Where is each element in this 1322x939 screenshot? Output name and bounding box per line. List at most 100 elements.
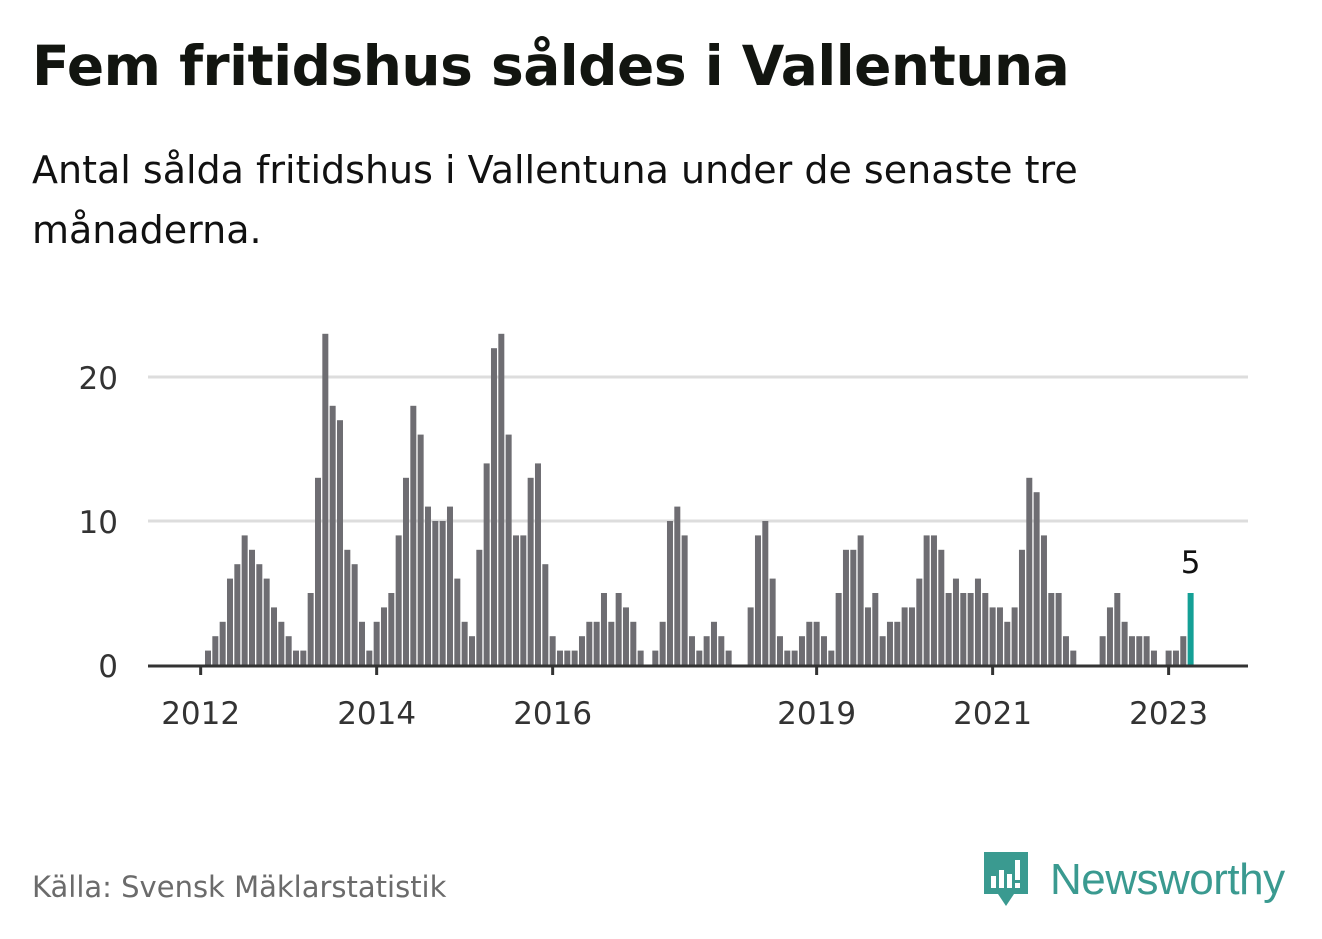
bar xyxy=(1099,636,1106,665)
bar xyxy=(542,564,549,665)
bar xyxy=(718,636,725,665)
bar xyxy=(366,650,373,665)
bar xyxy=(754,535,761,665)
bar xyxy=(586,621,593,665)
bar xyxy=(351,564,358,665)
bar xyxy=(908,607,915,665)
bar xyxy=(791,650,798,665)
bar xyxy=(395,535,402,665)
bar xyxy=(894,621,901,665)
bar xyxy=(652,650,659,665)
chart-title: Fem fritidshus såldes i Vallentuna xyxy=(32,34,1070,98)
bar xyxy=(329,405,336,665)
bar xyxy=(373,621,380,665)
bar xyxy=(608,621,615,665)
bar xyxy=(256,564,263,665)
bar xyxy=(212,636,219,665)
x-tick-label: 2023 xyxy=(1129,696,1208,732)
bar xyxy=(241,535,248,665)
bar xyxy=(637,650,644,665)
bar xyxy=(278,621,285,665)
bar xyxy=(505,434,512,665)
bar xyxy=(703,636,710,665)
y-tick-label: 10 xyxy=(79,505,118,541)
bar xyxy=(571,650,578,665)
bar xyxy=(622,607,629,665)
bar xyxy=(688,636,695,665)
bar xyxy=(468,636,475,665)
bar xyxy=(307,593,314,665)
bar xyxy=(776,636,783,665)
bar xyxy=(1004,621,1011,665)
newsworthy-logo: Newsworthy xyxy=(980,850,1285,910)
bar xyxy=(578,636,585,665)
x-tick-label: 2021 xyxy=(953,696,1032,732)
bar xyxy=(432,521,439,665)
bar xyxy=(952,578,959,665)
bar xyxy=(1106,607,1113,665)
bar xyxy=(219,621,226,665)
bar xyxy=(901,607,908,665)
data-label: 5 xyxy=(1181,545,1201,581)
bar xyxy=(820,636,827,665)
bar xyxy=(1026,477,1033,665)
bar xyxy=(1070,650,1077,665)
bar xyxy=(835,593,842,665)
bar xyxy=(828,650,835,665)
highlighted-bar xyxy=(1187,593,1194,665)
bar xyxy=(454,578,461,665)
bar xyxy=(615,593,622,665)
bar xyxy=(234,564,241,665)
bar xyxy=(358,621,365,665)
bar xyxy=(600,593,607,665)
bar xyxy=(520,535,527,665)
bar xyxy=(1033,492,1040,665)
bar xyxy=(982,593,989,665)
bar xyxy=(725,650,732,665)
bar xyxy=(989,607,996,665)
bar xyxy=(659,621,666,665)
bar xyxy=(1114,593,1121,665)
bar xyxy=(945,593,952,665)
bar xyxy=(285,636,292,665)
bar xyxy=(1055,593,1062,665)
bar xyxy=(798,636,805,665)
bar xyxy=(490,348,497,665)
bar xyxy=(681,535,688,665)
bar xyxy=(226,578,233,665)
bar xyxy=(747,607,754,665)
bar xyxy=(527,477,534,665)
bar xyxy=(886,621,893,665)
bar xyxy=(388,593,395,665)
bar xyxy=(967,593,974,665)
bar xyxy=(476,549,483,665)
bar xyxy=(300,650,307,665)
bar xyxy=(974,578,981,665)
x-tick-label: 2016 xyxy=(513,696,592,732)
bar xyxy=(549,636,556,665)
bar xyxy=(1172,650,1179,665)
bar xyxy=(996,607,1003,665)
bar xyxy=(439,521,446,665)
bar xyxy=(292,650,299,665)
bar xyxy=(762,521,769,665)
bar xyxy=(534,463,541,665)
bar xyxy=(938,549,945,665)
bar xyxy=(593,621,600,665)
bar xyxy=(483,463,490,665)
bar xyxy=(248,549,255,665)
bar xyxy=(205,650,211,665)
bar xyxy=(666,521,673,665)
bar xyxy=(879,636,886,665)
bar xyxy=(380,607,387,665)
bar xyxy=(424,506,431,665)
bar xyxy=(813,621,820,665)
bar xyxy=(1040,535,1047,665)
bar xyxy=(402,477,409,665)
bar xyxy=(696,650,703,665)
bar xyxy=(806,621,813,665)
bar xyxy=(1165,650,1172,665)
bar xyxy=(314,477,321,665)
bar xyxy=(498,333,505,665)
bar xyxy=(1150,650,1157,665)
